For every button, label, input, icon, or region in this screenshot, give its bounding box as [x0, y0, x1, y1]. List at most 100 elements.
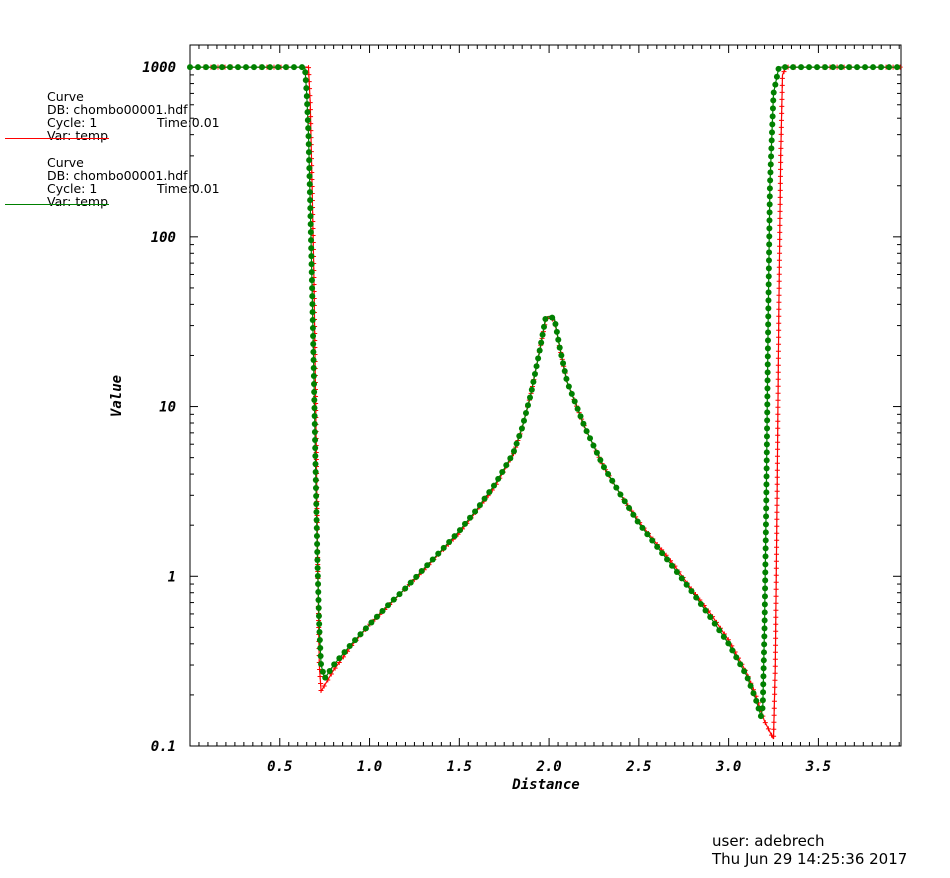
data-point	[702, 607, 709, 614]
data-point	[311, 421, 318, 428]
data-point	[312, 453, 319, 460]
data-point	[772, 663, 778, 669]
data-point	[311, 413, 318, 420]
data-point	[379, 608, 386, 615]
data-point	[357, 631, 364, 638]
data-point	[309, 293, 316, 300]
data-point	[775, 432, 781, 438]
data-point	[315, 589, 322, 596]
legend-cycle-row: Cycle: 1 Time:0.01	[47, 116, 220, 129]
data-point	[654, 543, 661, 550]
data-point	[308, 261, 315, 268]
data-point	[761, 633, 768, 640]
data-point	[776, 327, 782, 333]
data-point	[777, 215, 783, 221]
data-point	[528, 386, 535, 393]
data-point	[778, 138, 784, 144]
data-point	[561, 368, 568, 375]
data-point	[540, 323, 547, 330]
data-point	[763, 489, 770, 496]
data-point	[760, 673, 767, 680]
data-point	[775, 411, 781, 417]
data-point	[777, 243, 783, 249]
data-point	[490, 482, 497, 489]
data-point	[310, 357, 317, 364]
data-point	[773, 551, 779, 557]
data-point	[322, 674, 329, 681]
data-point	[775, 376, 781, 382]
data-point	[312, 437, 319, 444]
data-point	[766, 233, 773, 240]
data-point	[776, 257, 782, 263]
data-point	[765, 289, 772, 296]
data-point	[774, 537, 780, 543]
data-point	[725, 640, 732, 647]
data-point	[315, 612, 322, 619]
data-point	[720, 633, 727, 640]
data-point	[764, 393, 771, 400]
legend-time: Time:0.01	[157, 115, 220, 130]
data-point	[790, 64, 797, 71]
data-point	[307, 205, 314, 212]
data-point	[765, 726, 771, 732]
data-point	[533, 363, 540, 370]
data-point	[568, 390, 575, 397]
data-point	[764, 409, 771, 416]
data-point	[760, 681, 767, 688]
x-tick-label: 1.5	[447, 759, 472, 775]
data-point	[305, 149, 312, 156]
data-point	[304, 117, 311, 124]
data-point	[766, 209, 773, 216]
data-point	[538, 339, 545, 346]
data-point	[772, 649, 778, 655]
data-point	[862, 64, 869, 71]
data-point	[311, 429, 318, 436]
data-point	[630, 511, 637, 518]
data-point	[316, 620, 323, 627]
data-point	[775, 439, 781, 445]
data-point	[763, 465, 770, 472]
data-point	[315, 604, 322, 611]
data-point	[779, 89, 785, 95]
data-point	[587, 435, 594, 442]
data-point	[310, 349, 317, 356]
data-point	[302, 69, 309, 76]
data-point	[312, 445, 319, 452]
data-point	[396, 591, 403, 598]
data-point	[763, 505, 770, 512]
x-tick-label: 2.0	[535, 759, 561, 775]
data-point	[814, 64, 821, 71]
data-point	[251, 64, 257, 71]
data-point	[764, 337, 771, 344]
data-point	[830, 64, 837, 71]
data-point	[531, 371, 538, 378]
data-point	[760, 649, 767, 656]
data-point	[313, 501, 320, 508]
data-point	[737, 661, 744, 668]
data-point	[846, 64, 853, 71]
legend-swatch-red	[5, 138, 109, 139]
data-point	[318, 680, 324, 686]
data-point	[308, 245, 315, 252]
data-point	[495, 475, 502, 482]
data-point	[770, 89, 777, 96]
data-point	[309, 177, 315, 183]
data-point	[275, 64, 281, 71]
data-point	[313, 509, 320, 516]
data-point	[558, 352, 565, 359]
data-point	[774, 516, 780, 522]
data-point	[764, 401, 771, 408]
data-point	[649, 537, 656, 544]
data-point	[774, 502, 780, 508]
data-point	[307, 213, 314, 220]
data-point	[309, 301, 316, 308]
data-point	[761, 625, 768, 632]
series-markers-0	[187, 64, 903, 739]
data-point	[769, 121, 776, 128]
data-point	[733, 654, 740, 661]
data-point	[530, 378, 537, 385]
data-point	[524, 402, 531, 409]
data-point	[773, 586, 779, 592]
data-point	[373, 613, 380, 620]
data-point	[763, 449, 770, 456]
